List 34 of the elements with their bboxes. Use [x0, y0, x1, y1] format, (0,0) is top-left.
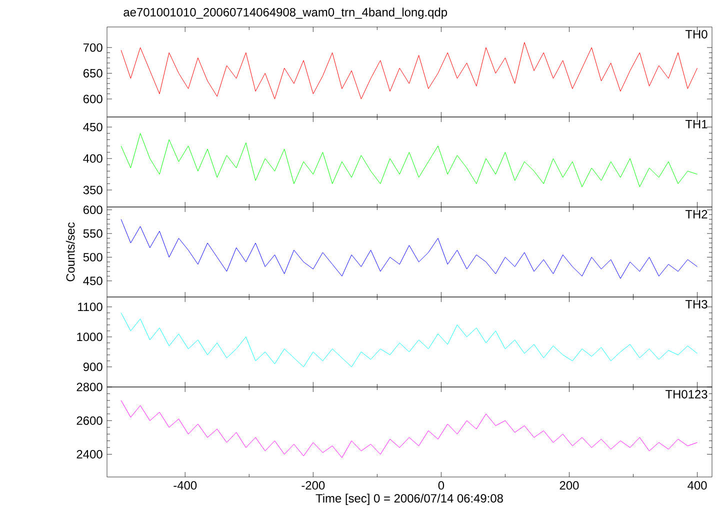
line-series	[120, 42, 698, 100]
y-tick-label: 500	[83, 252, 102, 262]
line-series	[120, 133, 698, 188]
y-tick-label: 450	[83, 122, 102, 132]
x-tick-label: 0	[438, 481, 444, 490]
y-tick-label: 700	[83, 43, 102, 52]
y-tick-label: 350	[83, 186, 102, 194]
y-tick-label: 1100	[78, 302, 102, 312]
line-series	[120, 219, 698, 279]
y-tick-label: 900	[83, 362, 102, 372]
x-tick-label: 200	[560, 481, 579, 490]
y-tick-label: 2400	[76, 450, 102, 458]
line-series	[120, 400, 698, 458]
x-tick-label: 400	[688, 481, 707, 490]
series-label: TH0	[685, 30, 708, 38]
text: TH2	[685, 210, 708, 218]
y-tick-label: 1000	[77, 332, 102, 342]
text: TH1	[685, 120, 708, 128]
y-axis-title: Counts/sec	[66, 222, 75, 282]
x-axis-title: Time [sec] 0 = 2006/07/14 06:49:08	[316, 494, 503, 505]
line-series	[120, 312, 698, 368]
y-tick-label: 550	[83, 229, 102, 238]
text: TH0123	[666, 390, 708, 398]
y-tick-label: 450	[83, 276, 102, 286]
y-tick-label: 2800	[76, 382, 102, 392]
y-tick-label: 650	[83, 69, 102, 78]
y-tick-label: 2600	[76, 416, 102, 425]
x-tick-label: -200	[302, 481, 325, 490]
y-tick-label: 600	[83, 94, 102, 104]
y-tick-label: 600	[83, 206, 102, 214]
chart-title: ae701001010_20060714064908_wam0_trn_4band_long.qdp	[124, 8, 448, 19]
y-tick-label: 400	[83, 154, 102, 163]
text: TH3	[685, 300, 708, 308]
x-tick-label: -400	[174, 481, 197, 490]
